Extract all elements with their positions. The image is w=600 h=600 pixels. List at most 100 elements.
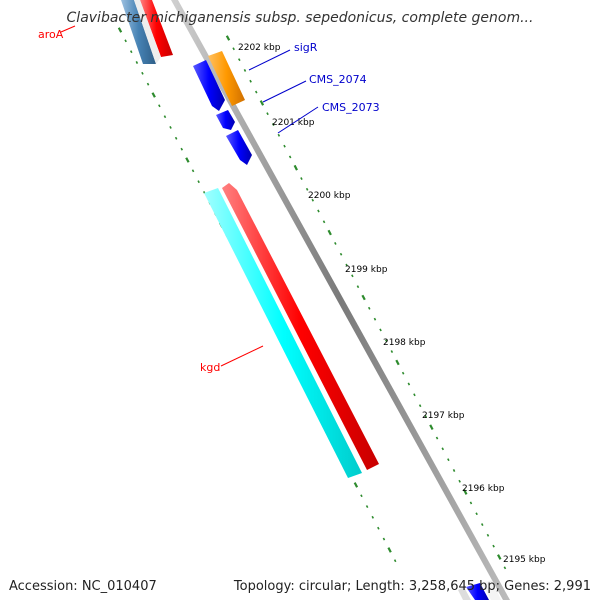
leader-sigR bbox=[248, 49, 291, 71]
gene-bottom-white2 bbox=[482, 580, 501, 600]
outer-track-tick bbox=[356, 285, 360, 289]
inner-track-tick bbox=[371, 515, 375, 519]
leader-CMS_2073 bbox=[277, 106, 319, 134]
inner-track-tick bbox=[174, 136, 178, 140]
outer-track-tick bbox=[327, 229, 332, 236]
outer-track-tick bbox=[266, 112, 269, 116]
accession-text: Accession: NC_010407 bbox=[9, 579, 157, 594]
outer-track-tick bbox=[497, 554, 502, 560]
outer-track-tick bbox=[413, 393, 416, 397]
label-aroA: aroA bbox=[38, 28, 64, 41]
outer-track-tick bbox=[447, 458, 450, 462]
outer-track-tick bbox=[441, 447, 445, 451]
scale-label-2202: 2202 kbp bbox=[238, 43, 281, 53]
outer-track-tick bbox=[435, 436, 439, 440]
inner-track-tick bbox=[382, 537, 386, 541]
outer-track-tick bbox=[452, 469, 456, 472]
outer-track-tick bbox=[288, 155, 292, 159]
leader-kgd bbox=[220, 345, 264, 367]
outer-track-tick bbox=[379, 328, 382, 332]
gene-kgd bbox=[222, 183, 379, 470]
gene-aroA-white bbox=[134, 0, 161, 64]
outer-track-tick bbox=[401, 371, 405, 375]
inner-track-tick bbox=[353, 482, 359, 488]
inner-track-tick bbox=[169, 126, 172, 129]
gene-sigR bbox=[208, 51, 245, 106]
outer-track-tick bbox=[373, 317, 377, 321]
inner-track-tick bbox=[124, 39, 127, 43]
inner-track-tick bbox=[191, 169, 195, 173]
label-sigR: sigR bbox=[294, 41, 318, 54]
gene-CMS_2073 bbox=[216, 110, 235, 130]
outer-track-tick bbox=[390, 350, 394, 353]
gene-kgd-cyan bbox=[204, 188, 362, 478]
outer-track-tick bbox=[243, 69, 247, 72]
outer-track-tick bbox=[254, 90, 258, 94]
outer-track-tick bbox=[259, 100, 265, 106]
outer-track-tick bbox=[492, 544, 495, 548]
inner-track-tick bbox=[146, 82, 150, 86]
outer-track-tick bbox=[469, 501, 473, 505]
map-title: Clavibacter michiganensis subsp. sepedon… bbox=[66, 10, 534, 26]
scale-label-2199: 2199 kbp bbox=[345, 265, 388, 275]
outer-track-tick bbox=[300, 177, 303, 180]
gene-small-blue bbox=[226, 130, 252, 165]
gene-CMS_2074 bbox=[193, 60, 225, 111]
outer-track-tick bbox=[458, 479, 461, 483]
inner-track-tick bbox=[129, 50, 133, 54]
outer-track-tick bbox=[283, 144, 286, 148]
label-CMS_2074: CMS_2074 bbox=[309, 73, 367, 86]
inner-track-tick bbox=[141, 71, 144, 75]
outer-track-tick bbox=[225, 35, 231, 41]
outer-track-tick bbox=[480, 523, 484, 526]
inner-track-tick bbox=[377, 526, 380, 530]
outer-track-tick bbox=[384, 339, 388, 343]
scale-label-2198: 2198 kbp bbox=[383, 338, 426, 348]
outer-tick-track bbox=[225, 35, 507, 570]
inner-track-tick bbox=[117, 27, 123, 33]
inner-track-tick bbox=[197, 180, 200, 184]
outer-track-tick bbox=[232, 47, 235, 51]
topology-summary: Topology: circular; Length: 3,258,645 bp… bbox=[233, 579, 591, 594]
inner-track-tick bbox=[180, 147, 184, 151]
outer-track-tick bbox=[503, 566, 507, 570]
scale-label-2195: 2195 kbp bbox=[503, 555, 546, 565]
inner-track-tick bbox=[163, 115, 167, 119]
inner-track-tick bbox=[135, 61, 139, 64]
scale-label-2197: 2197 kbp bbox=[422, 411, 465, 421]
outer-track-tick bbox=[249, 79, 252, 83]
gene-labels: aroA sigR CMS_2074 CMS_2073 kgd bbox=[38, 25, 380, 374]
outer-track-tick bbox=[277, 133, 281, 137]
inner-track-tick bbox=[158, 104, 161, 108]
outer-track-tick bbox=[317, 209, 320, 213]
outer-track-tick bbox=[486, 533, 490, 537]
outer-track-tick bbox=[345, 263, 348, 267]
outer-track-tick bbox=[305, 187, 309, 191]
outer-track-tick bbox=[367, 306, 371, 310]
outer-track-tick bbox=[418, 404, 422, 408]
gene-bottom-white bbox=[458, 587, 471, 600]
inner-track-tick bbox=[360, 494, 363, 498]
label-kgd: kgd bbox=[200, 361, 220, 374]
inner-track-tick bbox=[365, 505, 369, 508]
outer-track-tick bbox=[339, 252, 343, 256]
outer-track-tick bbox=[351, 274, 354, 278]
leader-CMS_2074 bbox=[262, 80, 307, 103]
gene-aroA bbox=[140, 0, 173, 57]
gene-aroA-block bbox=[121, 0, 156, 64]
inner-track-tick bbox=[185, 157, 190, 163]
outer-track-tick bbox=[407, 382, 411, 386]
inner-track-tick bbox=[387, 547, 392, 553]
outer-track-tick bbox=[424, 415, 428, 418]
outer-track-tick bbox=[463, 489, 468, 495]
outer-track-tick bbox=[334, 242, 337, 245]
scale-label-2196: 2196 kbp bbox=[462, 484, 505, 494]
label-CMS_2073: CMS_2073 bbox=[322, 101, 380, 114]
outer-track-tick bbox=[311, 198, 315, 202]
leader-aroA bbox=[60, 25, 76, 33]
outer-track-tick bbox=[271, 123, 275, 126]
outer-track-tick bbox=[238, 58, 241, 62]
inner-track-tick bbox=[393, 559, 397, 563]
scale-label-2200: 2200 kbp bbox=[308, 191, 351, 201]
